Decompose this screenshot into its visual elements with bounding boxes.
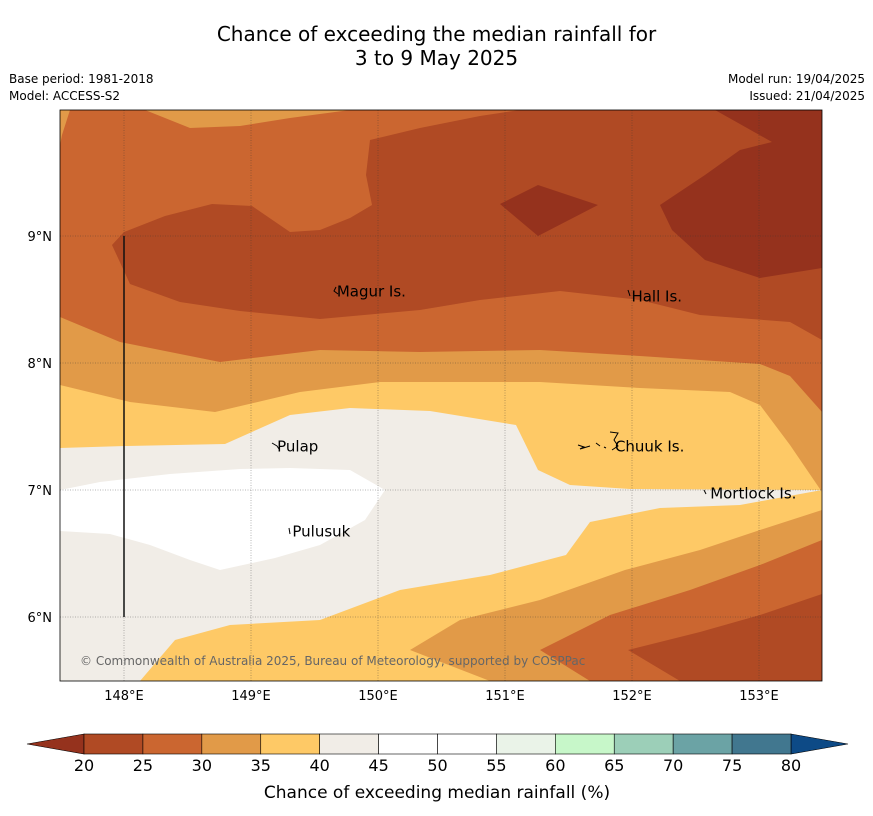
colorbar-swatch <box>555 733 615 755</box>
contour-band-20-25-lower <box>628 594 822 681</box>
model-text: Model: ACCESS-S2 <box>9 89 121 103</box>
place-label: Hall Is. <box>631 288 682 306</box>
colorbar-tick-label: 45 <box>368 756 388 775</box>
colorbar-swatch <box>201 733 262 755</box>
lat-tick-label: 8°N <box>28 357 53 372</box>
colorbar-tick-label: 20 <box>74 756 94 775</box>
colorbar-tick-label: 70 <box>663 756 683 775</box>
colorbar-tick-label: 40 <box>309 756 329 775</box>
colorbar-under-arrow <box>26 733 85 755</box>
place-label: Chuuk Is. <box>615 438 684 456</box>
latitude-ticks: 9°N 8°N 7°N 6°N <box>28 230 53 626</box>
lon-tick-label: 150°E <box>358 689 398 704</box>
colorbar-swatch <box>260 733 320 755</box>
lat-tick-label: 9°N <box>28 230 53 245</box>
colorbar-tick-label: 80 <box>781 756 801 775</box>
lon-tick-label: 148°E <box>104 689 144 704</box>
colorbar-over-arrow <box>790 733 849 755</box>
colorbar-tick-label: 55 <box>486 756 506 775</box>
colorbar-swatch <box>613 733 674 755</box>
colorbar-swatch <box>731 733 792 755</box>
lon-tick-label: 151°E <box>485 689 525 704</box>
map-title: Chance of exceeding the median rainfall … <box>0 22 873 70</box>
map-border <box>59 109 823 682</box>
colorbar <box>26 733 849 755</box>
colorbar-tick-labels: 20 25 30 35 40 45 50 55 60 65 70 75 80 <box>74 756 801 775</box>
place-label: Mortlock Is. <box>710 485 796 503</box>
title-line-1: Chance of exceeding the median rainfall … <box>216 22 657 46</box>
place-labels: Magur Is. Hall Is. Pulap Chuuk Is. Mortlock … <box>277 283 796 541</box>
contour-band-below-20-small <box>500 185 598 236</box>
contour-map <box>60 110 822 681</box>
colorbar-swatch <box>496 733 556 755</box>
colorbar-tick-label: 25 <box>133 756 153 775</box>
lat-tick-label: 7°N <box>28 484 53 499</box>
colorbar-tick-label: 50 <box>427 756 447 775</box>
lon-tick-label: 153°E <box>739 689 779 704</box>
colorbar-tick-label: 35 <box>251 756 271 775</box>
colorbar-tick-label: 65 <box>604 756 624 775</box>
colorbar-swatch <box>437 733 497 755</box>
colorbar-tick-label: 75 <box>722 756 742 775</box>
place-label: Magur Is. <box>337 283 406 301</box>
colorbar-swatch <box>83 733 144 755</box>
lon-tick-label: 152°E <box>612 689 652 704</box>
lon-tick-label: 149°E <box>231 689 271 704</box>
colorbar-tick-label: 60 <box>545 756 565 775</box>
colorbar-swatch <box>378 733 438 755</box>
contour-band-30-35-top <box>60 110 350 145</box>
colorbar-tick-label: 30 <box>192 756 212 775</box>
longitude-ticks: 148°E 149°E 150°E 151°E 152°E 153°E <box>104 689 779 704</box>
place-label: Pulusuk <box>292 523 350 541</box>
lat-tick-label: 6°N <box>28 611 53 626</box>
issued-text: Issued: 21/04/2025 <box>749 89 865 103</box>
colorbar-swatch <box>319 733 379 755</box>
title-line-2: 3 to 9 May 2025 <box>354 46 519 70</box>
meta-right: Model run: 19/04/2025 Issued: 21/04/2025 <box>728 71 865 105</box>
island-outlines <box>271 286 707 535</box>
contour-band-45-50 <box>60 468 385 570</box>
colorbar-swatch <box>672 733 733 755</box>
colorbar-swatch <box>142 733 203 755</box>
copyright-text: © Commonwealth of Australia 2025, Bureau… <box>80 654 585 668</box>
meta-left: Base period: 1981-2018 Model: ACCESS-S2 <box>9 71 154 105</box>
place-label: Pulap <box>277 438 318 456</box>
model-run-text: Model run: 19/04/2025 <box>727 72 865 86</box>
colorbar-title: Chance of exceeding median rainfall (%) <box>264 783 610 803</box>
contour-band-20-25-upper <box>112 110 822 340</box>
base-period-text: Base period: 1981-2018 <box>9 72 154 86</box>
